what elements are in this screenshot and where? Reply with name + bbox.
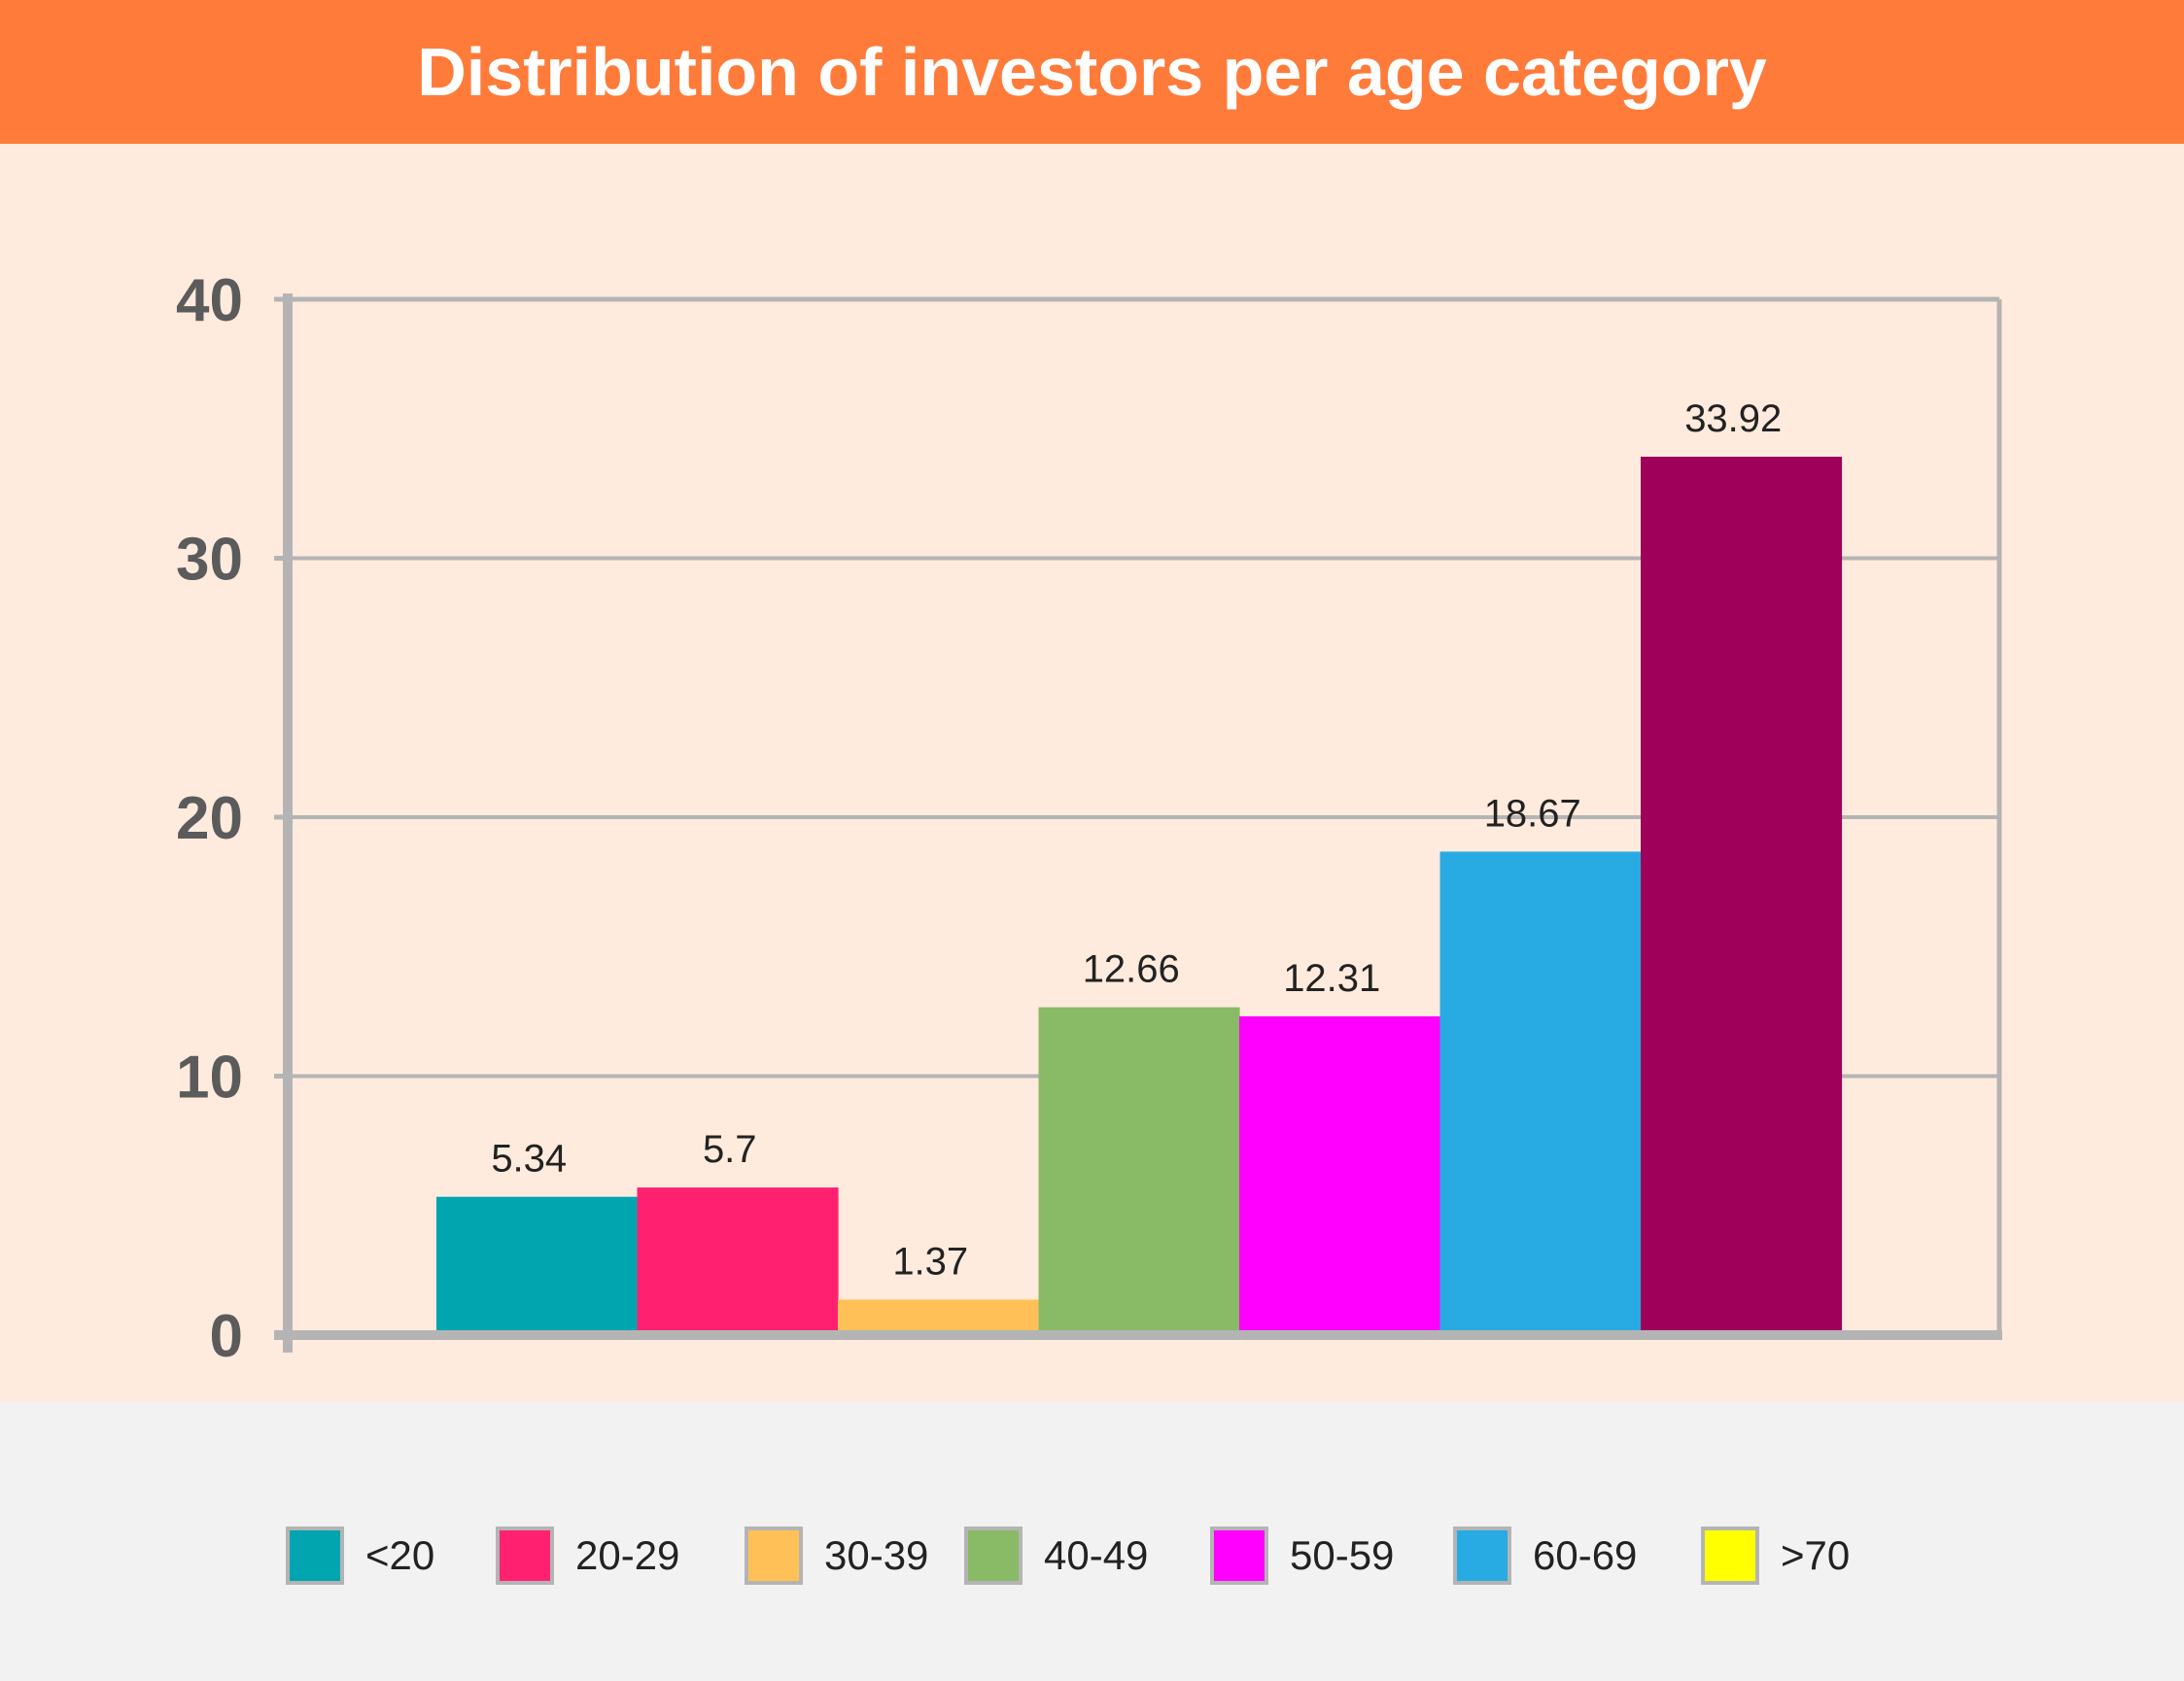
bars [436,457,1843,1332]
legend-label: 30-39 [824,1532,929,1578]
bar-20-29 [637,1187,839,1331]
data-label-20-29: 5.7 [703,1128,757,1171]
bar-30-39 [838,1299,1040,1331]
legend-item-50-59: 50-59 [1210,1524,1394,1588]
legend-swatch [496,1527,554,1585]
legend-swatch [1701,1527,1759,1585]
data-label->70: 33.92 [1684,397,1782,440]
data-label-60-69: 18.67 [1484,792,1581,835]
legend-item-60-69: 60-69 [1453,1524,1637,1588]
legend-label: >70 [1781,1532,1851,1578]
bar-60-69 [1439,851,1642,1331]
data-label-<20: 5.34 [491,1138,567,1181]
y-tick-label-0: 0 [210,1303,243,1370]
chart-title: Distribution of investors per age catego… [417,34,1767,110]
legend-item-40-49: 40-49 [964,1524,1148,1588]
legend: <20 20-29 30-39 40-49 50-59 60-69 >70 [0,1402,2184,1681]
legend-label: 40-49 [1044,1532,1149,1578]
plot-panel: 5.34 5.7 1.37 12.66 12.31 18.67 33.92 0 10 20 30 4… [0,144,2184,1402]
axes [274,293,2002,1353]
legend-swatch [745,1527,803,1585]
legend-item-20-29: 20-29 [496,1524,679,1588]
bar-50-59 [1239,1015,1441,1331]
legend-label: <20 [365,1532,435,1578]
legend-label: 20-29 [575,1532,680,1578]
legend-item->70: >70 [1701,1524,1850,1588]
legend-swatch [286,1527,344,1585]
legend-swatch [1453,1527,1511,1585]
y-tick-label-30: 30 [176,527,243,594]
legend-swatch [964,1527,1023,1585]
legend-item-<20: <20 [286,1524,434,1588]
legend-label: 60-69 [1533,1532,1638,1578]
data-labels: 5.34 5.7 1.37 12.66 12.31 18.67 33.92 [491,397,1782,1283]
bar-<20 [436,1196,639,1331]
data-label-50-59: 12.31 [1283,957,1380,1000]
y-tick-label-20: 20 [176,785,243,852]
title-bar: Distribution of investors per age catego… [0,0,2184,144]
bar-chart: 5.34 5.7 1.37 12.66 12.31 18.67 33.92 0 10 20 30 4… [176,267,2002,1370]
legend-label: 50-59 [1290,1532,1395,1578]
legend-item-30-39: 30-39 [745,1524,928,1588]
data-label-40-49: 12.66 [1083,948,1180,991]
legend-swatch [1210,1527,1268,1585]
bar->70 [1641,457,1843,1332]
bar-40-49 [1038,1007,1240,1331]
y-tick-label-40: 40 [176,267,243,334]
y-tick-label-10: 10 [176,1045,243,1112]
y-tick-labels: 0 10 20 30 40 [176,267,243,1370]
data-label-30-39: 1.37 [892,1240,968,1283]
